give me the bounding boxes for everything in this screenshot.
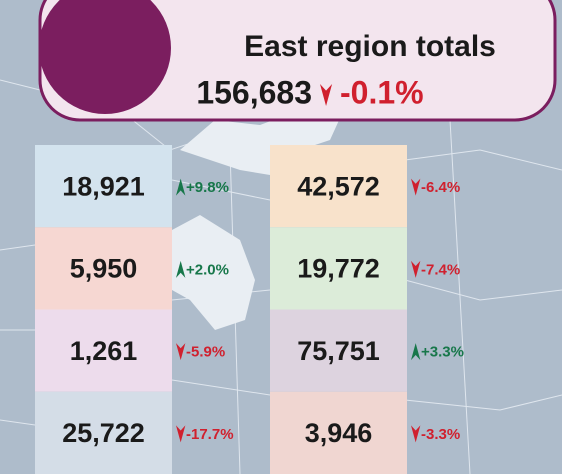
cell-change: -17.7% — [186, 426, 234, 443]
header-change: -0.1% — [340, 74, 424, 110]
cell-change: +9.8% — [186, 179, 229, 196]
trend-arrow — [411, 343, 421, 361]
trend-arrow — [176, 260, 186, 278]
cell-background — [270, 145, 407, 228]
cell-background — [270, 309, 407, 392]
cell-value: 75,751 — [297, 336, 380, 366]
cell-background — [270, 227, 407, 310]
header-circle — [39, 0, 171, 114]
trend-arrow — [411, 425, 421, 443]
header-title: East region totals — [244, 30, 496, 63]
cell-background — [35, 227, 172, 310]
cell-value: 19,772 — [297, 254, 380, 284]
cell-change: -7.4% — [421, 261, 460, 278]
trend-arrow — [411, 260, 421, 278]
cell-value: 42,572 — [297, 171, 380, 201]
trend-arrow — [320, 84, 333, 106]
trend-arrow — [176, 425, 186, 443]
cell-background — [270, 391, 407, 474]
header-arrow — [320, 84, 333, 106]
cells: 18,921 +9.8% 5,950 +2.0% 1,261 -5.9% 25,722 -17… — [35, 145, 464, 474]
trend-arrow — [176, 178, 186, 196]
cell-change: -3.3% — [421, 426, 460, 443]
cell-value: 5,950 — [70, 254, 138, 284]
cell-value: 18,921 — [62, 171, 145, 201]
trend-arrow — [176, 343, 186, 361]
cell-change: +2.0% — [186, 261, 229, 278]
cell-background — [35, 309, 172, 392]
cell-change: -6.4% — [421, 179, 460, 196]
cell-background — [35, 145, 172, 228]
header-total: 156,683 — [196, 74, 312, 110]
lake — [172, 215, 255, 330]
cell-value: 25,722 — [62, 418, 145, 448]
cell-value: 3,946 — [305, 418, 373, 448]
cell-change: +3.3% — [421, 344, 464, 361]
cell-change: -5.9% — [186, 344, 225, 361]
cell-value: 1,261 — [70, 336, 138, 366]
lake — [180, 110, 340, 175]
cell-background — [35, 391, 172, 474]
trend-arrow — [411, 178, 421, 196]
